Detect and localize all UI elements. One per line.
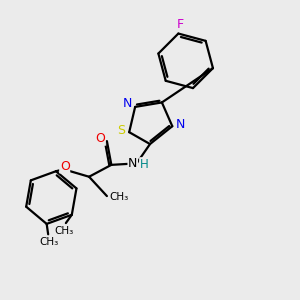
Text: CH₃: CH₃ [110, 192, 129, 202]
Text: F: F [176, 17, 183, 31]
Text: H: H [140, 158, 148, 171]
Text: O: O [95, 132, 105, 145]
Text: S: S [117, 124, 125, 137]
Text: N: N [176, 118, 185, 131]
Text: N: N [123, 98, 132, 110]
Text: O: O [60, 160, 70, 173]
Text: N: N [128, 157, 137, 170]
Text: CH₃: CH₃ [55, 226, 74, 236]
Text: CH₃: CH₃ [39, 237, 59, 247]
